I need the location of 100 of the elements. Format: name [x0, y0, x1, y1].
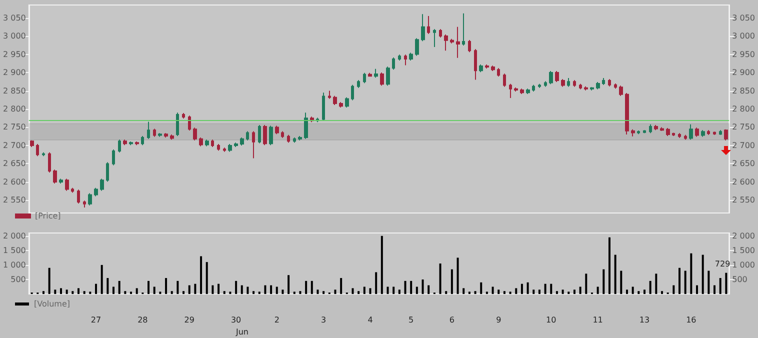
y2-tick-label: 2 000 — [732, 231, 756, 240]
bar — [450, 269, 453, 294]
bar — [684, 270, 686, 294]
bar — [118, 280, 120, 294]
candlestick — [625, 92, 629, 136]
bar — [690, 253, 692, 294]
bar — [305, 280, 308, 294]
candlestick — [573, 80, 576, 88]
candlestick — [94, 187, 98, 197]
y2-tick-label: 2 700 — [732, 140, 756, 150]
candlestick — [188, 115, 191, 132]
candlestick — [479, 64, 483, 73]
candlestick — [293, 136, 296, 144]
candlestick — [199, 136, 203, 147]
candlestick — [374, 68, 378, 78]
bar — [66, 290, 68, 294]
candlestick — [509, 83, 512, 99]
candlestick — [695, 127, 699, 138]
bar — [276, 286, 278, 294]
bar — [392, 286, 395, 294]
candlestick — [83, 200, 86, 208]
x-tick-label: 28 — [138, 316, 148, 324]
bar — [498, 290, 500, 294]
candlestick — [544, 80, 547, 88]
candlestick — [368, 72, 372, 78]
candlestick — [164, 132, 168, 138]
candlestick — [252, 130, 255, 159]
y-tick-label: 2 650 — [2, 159, 26, 168]
candlestick — [246, 130, 249, 141]
bar — [632, 286, 634, 294]
candlestick — [211, 139, 214, 148]
candlestick — [42, 152, 45, 157]
candlestick — [567, 77, 570, 88]
candlestick — [357, 80, 360, 88]
bar — [474, 291, 476, 294]
y2-tick-label: 2 750 — [732, 122, 756, 132]
bar — [235, 280, 238, 294]
candlestick — [287, 134, 290, 144]
bar — [579, 286, 582, 294]
candlestick — [30, 140, 34, 148]
candlestick — [141, 136, 144, 146]
candlestick — [36, 144, 39, 157]
candlestick — [333, 95, 337, 106]
candlestick — [520, 88, 524, 95]
candlestick — [724, 128, 728, 141]
bar — [445, 291, 448, 294]
candlestick — [444, 34, 448, 52]
bar — [100, 264, 103, 294]
bar — [608, 237, 610, 294]
bar — [218, 284, 220, 294]
bar — [520, 284, 523, 294]
bar — [316, 290, 319, 294]
bar — [562, 290, 564, 294]
x-tick-label: 27 — [90, 316, 102, 324]
candlestick — [608, 78, 611, 87]
candlestick — [497, 68, 500, 78]
y-tick-label: 2 550 — [2, 196, 26, 205]
bar — [78, 288, 80, 294]
text: Jun — [235, 328, 248, 336]
bar — [398, 290, 400, 294]
y-tick-label: 2 000 — [2, 231, 26, 240]
y2-tick-label: 1 500 — [732, 246, 756, 255]
bar — [153, 286, 156, 294]
bar — [696, 285, 698, 294]
candlestick — [719, 130, 722, 136]
candlestick — [53, 169, 57, 184]
y-tick-label: 2 900 — [2, 68, 26, 78]
bar — [643, 290, 646, 294]
candlestick — [468, 40, 471, 53]
candlestick — [654, 124, 658, 131]
candlestick — [234, 142, 238, 148]
bar — [170, 291, 173, 294]
bar — [165, 278, 168, 294]
bar — [638, 291, 640, 294]
bar — [206, 262, 208, 294]
x-tick-label: 29 — [184, 316, 194, 324]
candlestick — [427, 15, 430, 34]
bar — [240, 285, 243, 294]
legend-label: [Volume] — [34, 300, 70, 308]
candlestick — [129, 140, 133, 146]
candlestick — [532, 84, 535, 92]
candlestick — [153, 128, 156, 138]
candlestick — [474, 48, 477, 80]
candlestick — [386, 66, 390, 86]
candlestick — [415, 38, 419, 56]
candlestick — [579, 83, 582, 90]
x-tick-label: 4 — [368, 316, 373, 324]
bar — [404, 280, 406, 294]
bar — [48, 268, 50, 294]
candlestick — [258, 124, 261, 144]
y2-tick-label: 2 800 — [732, 104, 756, 114]
bar — [124, 291, 126, 294]
bar — [526, 282, 529, 294]
y-tick-label: 2 850 — [2, 86, 26, 96]
bar — [714, 285, 716, 294]
candlestick — [123, 139, 127, 146]
bar — [422, 279, 424, 294]
candlestick — [182, 112, 185, 119]
y-tick-label: 2 800 — [2, 104, 26, 114]
bar — [200, 256, 202, 294]
